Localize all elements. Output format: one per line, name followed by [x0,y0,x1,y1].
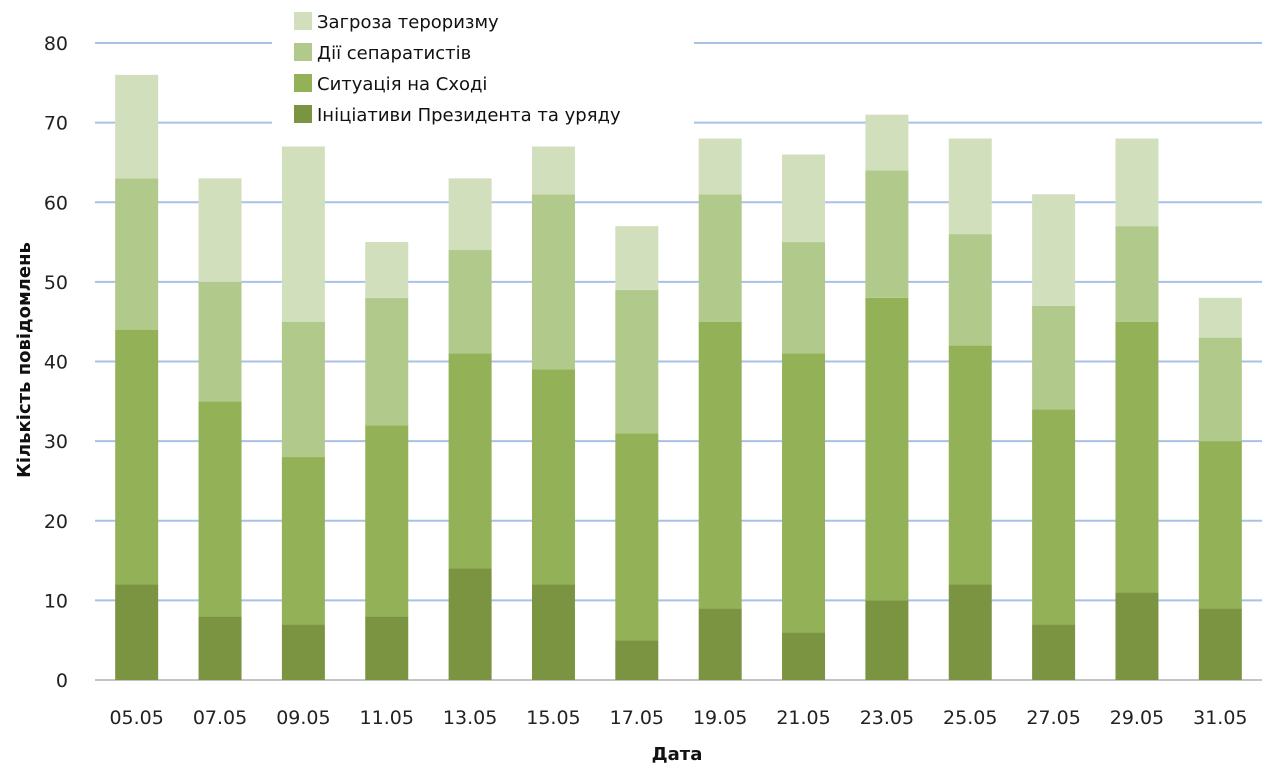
legend-swatch [294,105,312,123]
x-tick-label: 09.05 [276,707,330,729]
bar-segment [865,170,909,298]
x-tick-label: 27.05 [1026,707,1080,729]
x-tick-label: 07.05 [193,707,247,729]
legend: Загроза тероризму Дії сепаратистів Ситуаці… [272,2,694,132]
bar-segment [365,425,409,617]
bar-segment [698,608,742,680]
bar-segment [281,321,325,458]
x-tick-label: 17.05 [610,707,664,729]
bar-segment [865,600,909,680]
y-tick-label: 40 [44,352,68,374]
x-tick-label: 11.05 [360,707,414,729]
bar-segment [1032,194,1076,306]
bar-segment [698,321,742,609]
bar-segment [115,74,159,179]
legend-swatch [294,74,312,92]
y-tick-label: 50 [44,272,68,294]
bar-segment [281,457,325,625]
bar-segment [1032,409,1076,625]
y-tick-label: 80 [44,33,68,55]
legend-label: Загроза тероризму [317,12,499,33]
bar-segment [1115,138,1159,227]
bar-segment [782,242,826,354]
bar-segment [448,353,492,569]
x-tick-label: 29.05 [1110,707,1164,729]
y-axis-title: Кількість повідомлень [14,242,35,478]
gridlines [95,42,1262,681]
bar-segment [1198,297,1242,338]
x-tick-label: 23.05 [860,707,914,729]
bar-segment [115,584,159,680]
bar-segment [615,289,659,434]
legend-label: Ініціативи Президента та уряду [317,105,621,126]
bar-segment [948,138,992,235]
bar-segment [1198,441,1242,609]
bar-segment [198,281,242,402]
bar-segment [1115,321,1159,593]
x-tick-label: 21.05 [776,707,830,729]
bar-segment [948,234,992,346]
bar-segment [1198,608,1242,680]
bar-segment [365,297,409,426]
bar-segment [115,178,159,330]
bar-segment [198,616,242,680]
bar-segment [948,584,992,680]
x-tick-label: 15.05 [526,707,580,729]
bar-segment [198,401,242,617]
bar-segment [448,178,492,251]
bar-segment [615,226,659,290]
legend-swatch [294,12,312,30]
bar-segment [1115,226,1159,322]
bar-segment [782,154,826,243]
bar-segment [865,114,909,171]
y-tick-label: 0 [56,670,68,692]
x-tick-label: 25.05 [943,707,997,729]
bar-segment [865,297,909,601]
bar-segment [615,640,659,680]
legend-label: Дії сепаратистів [317,43,471,64]
bar-segment [782,632,826,680]
bar-segment [365,242,409,298]
bar-segment [531,146,575,195]
x-tick-label: 05.05 [109,707,163,729]
bar-segment [281,624,325,680]
bar-segment [698,138,742,195]
x-tick-label: 31.05 [1193,707,1247,729]
bar-segment [1115,592,1159,680]
bar-segment [365,616,409,680]
legend-label: Ситуація на Сході [317,74,487,95]
bar-segment [1032,305,1076,410]
bar-segment [531,584,575,680]
bar-segment [782,353,826,633]
bar-segment [615,433,659,641]
y-tick-label: 60 [44,192,68,214]
x-tick-label: 19.05 [693,707,747,729]
y-tick-labels: 0 10 20 30 40 50 60 70 80 [44,33,68,692]
bar-segment [948,345,992,585]
y-tick-label: 20 [44,511,68,533]
bar-segment [1032,624,1076,680]
bar-segment [448,250,492,354]
x-axis-title: Дата [652,744,703,765]
bar-segment [115,329,159,585]
bars [115,74,1242,680]
bar-segment [448,568,492,680]
y-tick-label: 70 [44,113,68,135]
bar-segment [698,194,742,322]
x-tick-label: 13.05 [443,707,497,729]
bar-segment [531,194,575,370]
bar-segment [198,178,242,282]
bar-segment [1198,337,1242,442]
y-tick-label: 10 [44,590,68,612]
bar-segment [281,146,325,322]
x-tick-labels: 05.05 07.05 09.05 11.05 13.05 15.05 17.05 19.05… [109,707,1247,729]
bar-segment [531,369,575,585]
y-tick-label: 30 [44,431,68,453]
legend-background [272,2,694,132]
legend-swatch [294,43,312,61]
